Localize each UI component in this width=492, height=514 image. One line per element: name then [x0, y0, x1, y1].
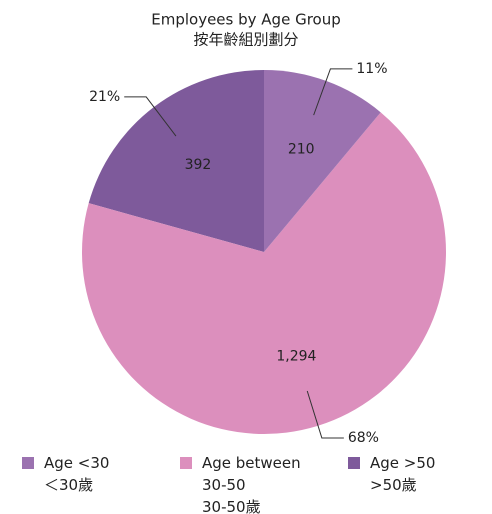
- legend-text: Age <30 ＜30歲: [44, 452, 154, 496]
- chart-subtitle: 按年齡組別劃分: [193, 31, 298, 49]
- legend-label: Age >50: [370, 454, 436, 472]
- leader-line: [306, 390, 344, 439]
- value-label: 210: [288, 141, 315, 157]
- legend-label: Age between 30-50: [202, 454, 301, 494]
- legend-label-zh: 30-50歲: [202, 498, 261, 514]
- pie-slice: [82, 112, 447, 435]
- legend-text: Age between 30-50 30-50歲: [202, 452, 322, 514]
- pie-slice: [88, 70, 264, 252]
- percent-label: 68%: [348, 430, 379, 446]
- pie-slice: [264, 70, 381, 252]
- percent-label: 21%: [89, 89, 120, 105]
- legend-label-zh: >50歲: [370, 476, 417, 494]
- chart: Employees by Age Group 按年齡組別劃分 392 21% 1,2…: [82, 11, 447, 446]
- legend-text: Age >50 >50歲: [370, 452, 470, 496]
- leader-line: [124, 96, 177, 137]
- leader-line: [313, 68, 353, 116]
- legend-swatch: [348, 457, 360, 469]
- legend: Age <30 ＜30歲 Age between 30-50 30-50歲 Age >5…: [0, 452, 492, 514]
- value-label: 1,294: [276, 348, 316, 364]
- percent-label: 11%: [356, 61, 387, 77]
- legend-swatch: [22, 457, 34, 469]
- chart-title: Employees by Age Group: [151, 11, 341, 29]
- legend-label: Age <30: [44, 454, 110, 472]
- legend-label-zh: ＜30歲: [44, 476, 94, 494]
- legend-swatch: [180, 457, 192, 469]
- value-label: 392: [185, 157, 212, 173]
